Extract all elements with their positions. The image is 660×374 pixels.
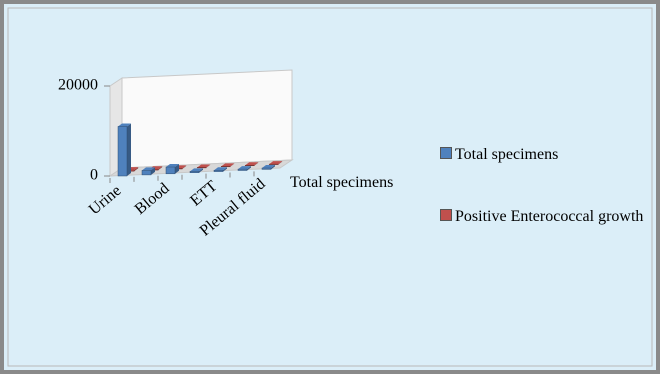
y-tick-label: 20000 [58,77,98,94]
bar-top [269,161,283,165]
bar-side [151,167,155,175]
back-wall [121,69,293,169]
bar-side [271,165,275,170]
legend-swatch [440,147,452,159]
bar-top [166,164,179,168]
bar-side [247,166,251,171]
bar [261,167,272,170]
bar-side [254,162,259,166]
bar [141,170,152,176]
bar-side [199,168,203,173]
bar-top [262,165,275,169]
bar-top [245,162,259,166]
bar-side [206,164,211,168]
legend-item: Positive Enterococcal growth [440,206,655,228]
bar [213,170,224,172]
bar-side [134,167,139,172]
bar-top [221,163,235,167]
x-tick-label: Blood [132,180,173,218]
bar-side [175,164,179,174]
bar-side [158,166,163,171]
x-tick-label: Urine [86,182,125,218]
bar [117,126,128,177]
bar-top [118,123,131,127]
y-tick-label: 0 [90,167,98,184]
bar-top [190,168,203,172]
bar [237,168,248,171]
bar-top [197,164,211,168]
bar-top [142,167,155,171]
bar-side [127,123,131,176]
bar-side [278,161,283,165]
bar-side [223,167,227,172]
x-tick-label: ETT [187,178,221,210]
bar-top [214,167,227,171]
bar-side [182,165,187,169]
bar [189,171,200,173]
bar-side [230,163,235,167]
bar-top [238,166,251,170]
legend-item: Total specimens [440,144,655,166]
bar [165,166,176,175]
depth-axis-label: Total specimens [290,174,393,191]
legend-label: Total specimens [455,146,559,163]
legend-label: Positive Enterococcal growth [455,208,644,225]
legend-swatch [440,209,452,221]
frame-inner [7,7,653,367]
